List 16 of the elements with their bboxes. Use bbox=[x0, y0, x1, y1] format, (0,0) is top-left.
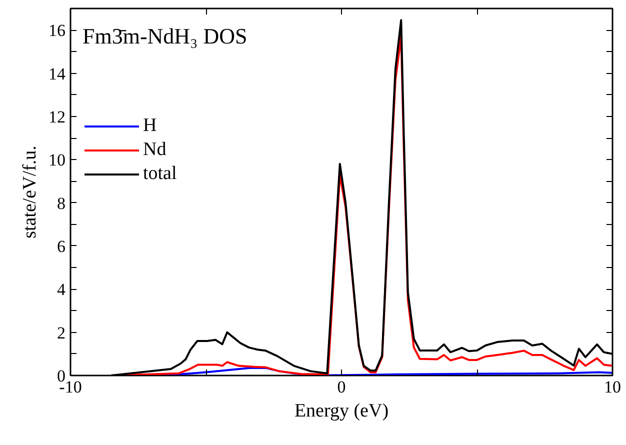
y-tick-label: 10 bbox=[48, 150, 66, 170]
text: Fm3̄m-NdH₃ DOS bbox=[82, 24, 248, 48]
legend-label: Nd bbox=[143, 139, 166, 161]
y-tick-label: 2 bbox=[57, 323, 66, 342]
y-tick-label: 8 bbox=[57, 194, 66, 213]
x-tick-label: 10 bbox=[604, 378, 621, 396]
x-tick-label: 0 bbox=[337, 378, 346, 396]
y-tick-label: 16 bbox=[48, 21, 66, 40]
legend-label: H bbox=[143, 115, 158, 137]
y-tick-label: 6 bbox=[57, 236, 66, 256]
legend-label: total bbox=[143, 163, 177, 185]
y-tick-label: 12 bbox=[48, 107, 66, 126]
y-tick-label: 4 bbox=[57, 280, 66, 300]
y-axis-title: state/eV/f.u. bbox=[20, 146, 40, 238]
y-tick-label: 14 bbox=[48, 64, 66, 84]
x-axis-title: Energy (eV) bbox=[294, 400, 389, 422]
